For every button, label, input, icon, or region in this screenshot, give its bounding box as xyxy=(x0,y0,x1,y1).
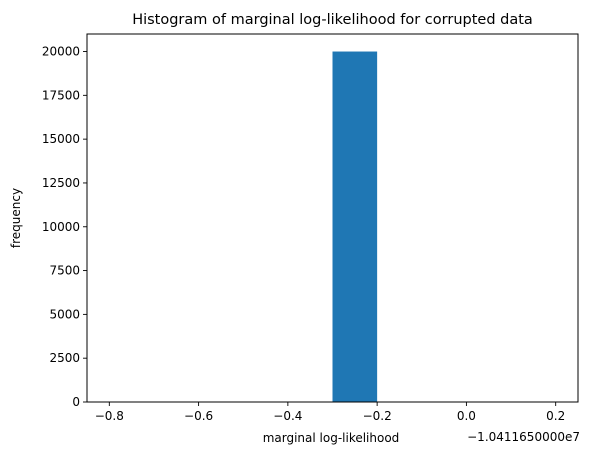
y-tick-label: 20000 xyxy=(42,45,80,59)
x-axis-title: marginal log-likelihood xyxy=(263,431,400,445)
x-tick-label: 0.0 xyxy=(457,409,476,423)
y-tick-label: 2500 xyxy=(49,351,80,365)
x-tick-label: −0.8 xyxy=(95,409,124,423)
x-tick-label: −0.6 xyxy=(184,409,213,423)
y-tick-label: 5000 xyxy=(49,307,80,321)
y-tick-label: 7500 xyxy=(49,264,80,278)
chart-title: Histogram of marginal log-likelihood for… xyxy=(132,12,533,28)
y-tick-label: 17500 xyxy=(42,88,80,102)
x-tick-label: 0.2 xyxy=(546,409,565,423)
bars-layer xyxy=(332,51,378,403)
y-tick-label: 10000 xyxy=(42,220,80,234)
y-tick-label: 15000 xyxy=(42,132,80,146)
y-axis: 0 2500 5000 7500 10000 12500 15000 17500 20000 xyxy=(42,45,87,409)
plot-frame xyxy=(86,33,579,403)
y-tick-label: 0 xyxy=(72,395,80,409)
x-axis-offset-label: −1.0411650000e7 xyxy=(467,430,580,444)
x-tick-label: −0.4 xyxy=(273,409,302,423)
x-tick-label: −0.2 xyxy=(363,409,392,423)
x-axis: −0.8 −0.6 −0.4 −0.2 0.0 0.2 xyxy=(95,402,565,423)
y-axis-title: frequency xyxy=(9,188,23,248)
y-tick-label: 12500 xyxy=(42,176,80,190)
histogram-bar-0 xyxy=(332,51,378,403)
